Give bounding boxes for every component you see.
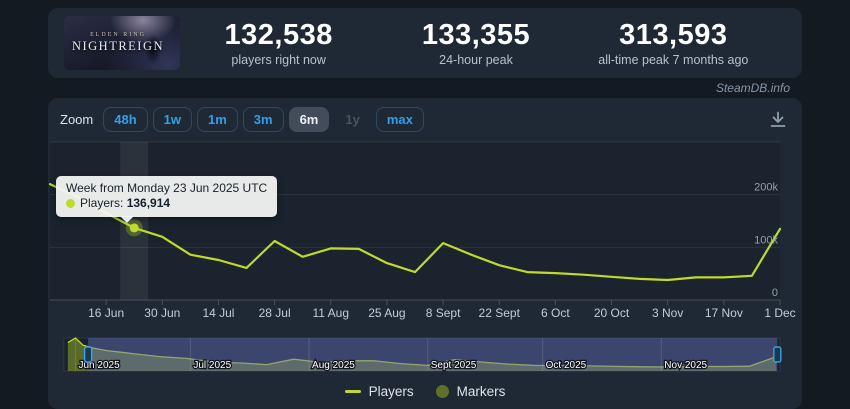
x-axis-label: 25 Aug — [368, 306, 405, 320]
zoom-button-1m[interactable]: 1m — [196, 107, 238, 132]
zoom-label: Zoom — [60, 112, 94, 127]
zoom-button-3m[interactable]: 3m — [242, 107, 284, 132]
header-panel: ELDEN RING NIGHTREIGN 132,538 players ri… — [48, 8, 802, 78]
navigator-month-label: Sept 2025 — [431, 360, 477, 371]
chart-tooltip: Week from Monday 23 Jun 2025 UTC Players… — [56, 176, 278, 223]
tooltip-row: Players: 136,914 — [66, 196, 267, 211]
legend-item-players[interactable]: Players — [344, 384, 414, 399]
tooltip-series-label: Players: — [80, 196, 124, 210]
stat-24h-peak: 133,355 24-hour peak — [377, 20, 574, 67]
chart-panel: Zoom 48h 1w 1m 3m 6m 1y max 16 Jun 30 Jun 14 Jul… — [48, 98, 802, 409]
x-axis-label: 28 Jul — [259, 306, 291, 320]
game-capsule-image[interactable]: ELDEN RING NIGHTREIGN — [64, 16, 180, 70]
x-axis-label: 14 Jul — [202, 306, 234, 320]
navigator-month-label: Aug 2025 — [312, 360, 355, 371]
download-button[interactable] — [764, 106, 792, 134]
stat-alltime-peak-label: all-time peak 7 months ago — [598, 52, 749, 67]
x-axis-label: 20 Oct — [594, 306, 630, 320]
zoom-toolbar: Zoom 48h 1w 1m 3m 6m 1y max — [60, 107, 424, 132]
tooltip-series-dot-icon — [66, 199, 75, 208]
navigator-month-label: Oct 2025 — [546, 360, 587, 371]
zoom-button-48h[interactable]: 48h — [103, 107, 148, 132]
game-capsule-title: ELDEN RING NIGHTREIGN — [70, 32, 166, 54]
navigator-right-handle[interactable] — [773, 346, 782, 363]
y-axis-label: 100k — [754, 234, 778, 246]
navigator-selection-mask[interactable] — [88, 338, 778, 371]
legend-markers-label: Markers — [456, 384, 506, 399]
players-chart[interactable]: 16 Jun 30 Jun 14 Jul 28 Jul 11 Aug 25 Aug 8 Se… — [48, 98, 802, 409]
x-axis-label: 17 Nov — [705, 306, 743, 320]
x-axis-label: 6 Oct — [541, 306, 570, 320]
x-axis-label: 16 Jun — [88, 306, 124, 320]
game-title-small: ELDEN RING — [90, 32, 146, 38]
game-title-large: NIGHTREIGN — [71, 39, 165, 53]
zoom-button-6m[interactable]: 6m — [288, 107, 330, 132]
stat-alltime-peak: 313,593 all-time peak 7 months ago — [575, 20, 772, 67]
x-axis-label: 1 Dec — [764, 306, 795, 320]
x-axis-label: 11 Aug — [313, 306, 349, 320]
zoom-button-1w[interactable]: 1w — [152, 107, 192, 132]
plot-area[interactable] — [50, 142, 780, 300]
x-axis-label: 30 Jun — [144, 306, 180, 320]
stat-current-players: 132,538 players right now — [180, 20, 377, 67]
navigator-area — [67, 338, 777, 371]
stat-alltime-peak-value: 313,593 — [619, 18, 728, 51]
players-line — [48, 182, 782, 282]
x-axis-label: 3 Nov — [652, 306, 683, 320]
stat-current-players-value: 132,538 — [224, 18, 333, 51]
player-stats: 132,538 players right now 133,355 24-hou… — [180, 20, 802, 67]
zoom-buttons: 48h 1w 1m 3m 6m 1y max — [103, 107, 424, 132]
chart-legend: Players Markers — [48, 384, 802, 399]
tooltip-title: Week from Monday 23 Jun 2025 UTC — [66, 181, 268, 195]
y-axis-label: 0 — [772, 287, 778, 299]
y-axis-label: 200k — [754, 182, 778, 194]
stat-current-players-label: players right now — [231, 52, 326, 67]
tooltip-value: 136,914 — [126, 196, 171, 210]
players-line-swatch-icon — [344, 390, 361, 393]
legend-item-markers[interactable]: Markers — [435, 384, 506, 399]
stat-24h-peak-label: 24-hour peak — [439, 52, 513, 67]
zoom-button-max[interactable]: max — [375, 107, 424, 132]
navigator-month-label: Nov 2025 — [664, 360, 707, 371]
download-chart-icon — [770, 111, 786, 127]
navigator-left-handle[interactable] — [83, 346, 93, 363]
zoom-button-1y: 1y — [334, 107, 370, 132]
markers-circle-swatch-icon — [435, 385, 449, 398]
hover-marker[interactable] — [129, 223, 139, 233]
navigator-month-label: Jul 2025 — [193, 360, 231, 371]
navigator-line — [67, 337, 777, 368]
legend-players-label: Players — [368, 384, 414, 399]
stat-24h-peak-value: 133,355 — [421, 18, 531, 51]
x-axis-label: 8 Sept — [426, 306, 461, 320]
steamdb-watermark: SteamDB.info — [715, 81, 790, 95]
x-axis-label: 22 Sept — [479, 306, 521, 320]
tooltip-arrow — [120, 216, 134, 223]
